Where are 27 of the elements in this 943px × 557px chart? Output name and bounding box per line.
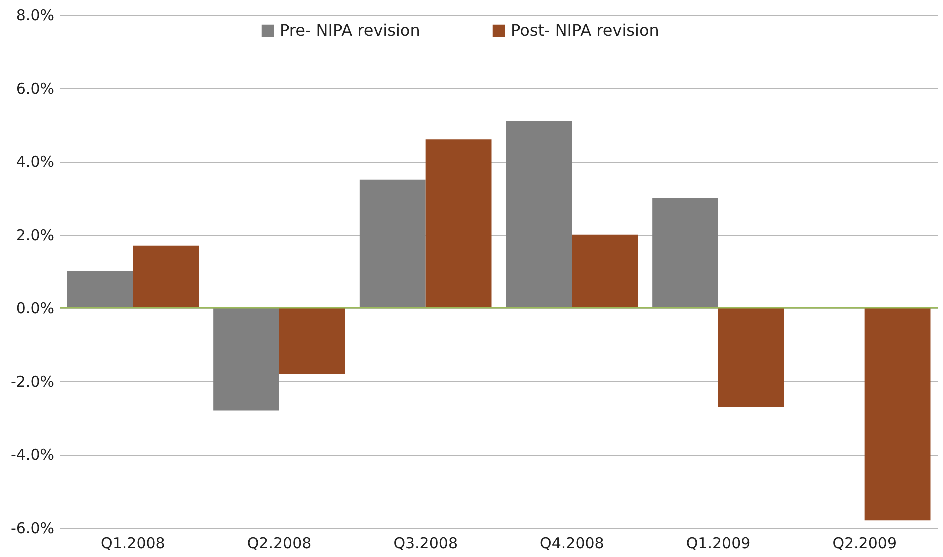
legend-label: Post- NIPA revision [511,21,660,40]
x-tick-label: Q1.2008 [101,534,166,552]
bar [652,198,718,308]
legend-label: Pre- NIPA revision [280,21,420,40]
y-tick-label: 0.0% [16,300,54,318]
x-tick-label: Q3.2008 [394,534,458,552]
x-tick-label: Q2.2008 [247,534,312,552]
bar [864,308,931,521]
y-tick-label: 8.0% [16,6,54,24]
bar [67,272,134,308]
bar [572,234,638,308]
bar [506,121,572,308]
y-tick-label: -6.0% [10,520,54,538]
bar [718,308,784,408]
y-tick-label: -2.0% [10,372,54,391]
y-tick-label: 6.0% [16,80,54,98]
x-tick-label: Q4.2008 [540,534,604,552]
y-tick-label: 2.0% [16,226,54,244]
x-tick-label: Q1.2009 [686,534,751,552]
y-tick-label: 4.0% [16,153,54,172]
bar [426,140,492,308]
x-tick-label: Q2.2009 [832,534,897,552]
bar [214,308,280,411]
bar [133,246,200,308]
y-tick-label: -4.0% [10,446,54,464]
bar [280,308,346,374]
bar [360,180,426,308]
